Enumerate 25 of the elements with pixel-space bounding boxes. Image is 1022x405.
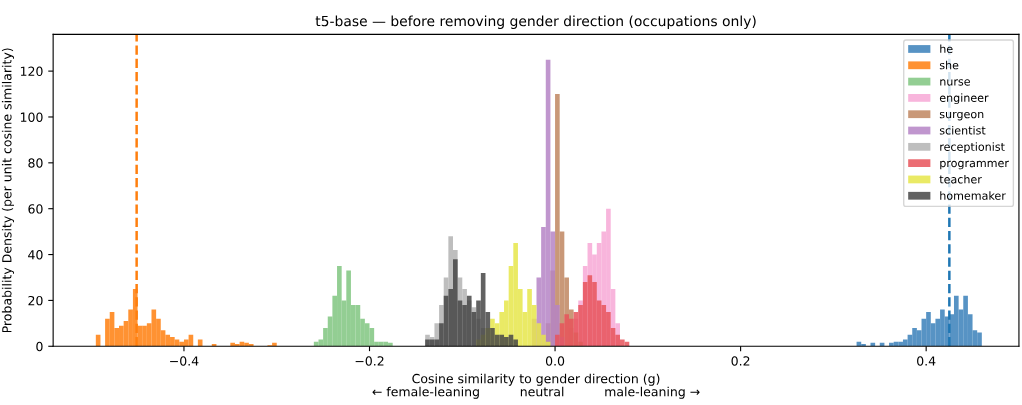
legend-label: she bbox=[939, 60, 959, 70]
x-tick-label: −0.2 bbox=[355, 356, 384, 366]
legend-label: nurse bbox=[940, 79, 970, 86]
y-tick-label: 0 bbox=[36, 341, 43, 352]
legend-label: scientist bbox=[939, 125, 986, 135]
legend-label: homemaker bbox=[940, 191, 1006, 200]
x-tick-label: −0.4 bbox=[170, 356, 199, 366]
y-axis-title: Probability Density (per unit cosine similarity) bbox=[1, 48, 15, 333]
x-tick-label: 0.2 bbox=[731, 356, 750, 366]
x-tick-label: 0.0 bbox=[545, 356, 565, 366]
x-tick-label: 0.4 bbox=[917, 356, 936, 366]
y-tick-label: 120 bbox=[20, 66, 43, 77]
legend-label: surgeon bbox=[939, 111, 984, 121]
legend-label: engineer bbox=[939, 93, 989, 105]
legend-label: teacher bbox=[939, 174, 982, 184]
y-tick-label: 40 bbox=[28, 250, 43, 260]
legend-label: he bbox=[940, 44, 953, 54]
y-tick-label: 80 bbox=[28, 158, 43, 168]
legend-label: programmer bbox=[940, 160, 1009, 170]
chart-title: t5-base — before removing gender direction (occupations only) bbox=[315, 15, 756, 29]
y-tick-label: 100 bbox=[20, 112, 43, 122]
x-axis-title: Cosine similarity to gender direction (g) ← female-leaning neutral male-leaning → bbox=[372, 373, 700, 399]
y-tick-label: 20 bbox=[28, 295, 43, 306]
y-tick-label: 60 bbox=[28, 204, 43, 214]
legend-label: receptionist bbox=[940, 142, 1005, 154]
